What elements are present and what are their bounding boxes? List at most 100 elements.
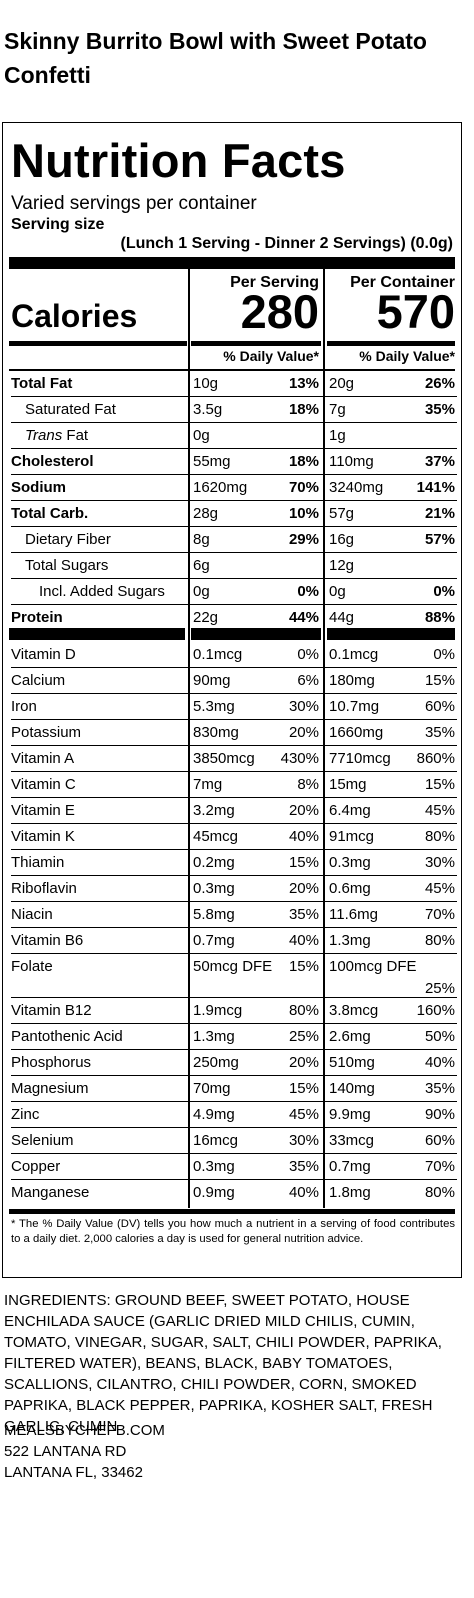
nutrient-name: Copper bbox=[11, 1158, 61, 1175]
serving-size-value: (Lunch 1 Serving - Dinner 2 Servings) (0… bbox=[120, 235, 453, 252]
serving-amount: 5.3mg bbox=[193, 698, 235, 715]
container-amount: 510mg bbox=[329, 1054, 375, 1071]
container-dv: 45% bbox=[424, 880, 455, 897]
nutrient-name: Thiamin bbox=[11, 854, 65, 871]
container-amount: 33mcg bbox=[329, 1132, 375, 1149]
serving-amount: 3850mcg bbox=[193, 750, 255, 767]
dv-header-per-container: % Daily Value* bbox=[359, 348, 455, 364]
serving-dv: 35% bbox=[288, 1158, 319, 1175]
serving-dv: 10% bbox=[288, 505, 319, 522]
serving-dv: 20% bbox=[288, 1054, 319, 1071]
row-divider bbox=[11, 1153, 457, 1154]
column-divider-right bbox=[323, 269, 325, 1208]
nutrient-name: Manganese bbox=[11, 1184, 90, 1201]
row-divider bbox=[11, 719, 457, 720]
container-amount: 1.8mg bbox=[329, 1184, 371, 1201]
nutrient-name: Calcium bbox=[11, 672, 66, 689]
calories-per-container: 570 bbox=[376, 285, 455, 338]
row-divider bbox=[11, 797, 457, 798]
serving-amount: 5.8mg bbox=[193, 906, 235, 923]
serving-amount: 70mg bbox=[193, 1080, 231, 1097]
nutrition-facts-heading: Nutrition Facts bbox=[11, 134, 346, 187]
container-dv: 35% bbox=[424, 1080, 455, 1097]
row-divider bbox=[11, 823, 457, 824]
serving-amount: 0.2mg bbox=[193, 854, 235, 871]
servings-per-container: Varied servings per container bbox=[11, 193, 257, 214]
serving-amount: 55mg bbox=[193, 453, 231, 470]
nutrient-name: Dietary Fiber bbox=[25, 531, 111, 548]
container-amount: 91mcg bbox=[329, 828, 375, 845]
serving-dv: 30% bbox=[288, 1132, 319, 1149]
nutrient-name: Vitamin A bbox=[11, 750, 75, 767]
container-dv: 0% bbox=[433, 646, 455, 663]
nutrient-name: Pantothenic Acid bbox=[11, 1028, 123, 1045]
serving-dv: 18% bbox=[288, 401, 319, 418]
container-dv: 860% bbox=[416, 750, 455, 767]
container-amount: 2.6mg bbox=[329, 1028, 371, 1045]
nutrient-name-rest: Fat bbox=[62, 427, 89, 444]
row-divider bbox=[11, 396, 457, 397]
serving-dv: 20% bbox=[288, 880, 319, 897]
container-amount: 0g bbox=[329, 583, 346, 600]
serving-amount: 0.7mg bbox=[193, 932, 235, 949]
container-dv: 50% bbox=[424, 1028, 455, 1045]
row-divider bbox=[11, 745, 457, 746]
serving-amount: 90mg bbox=[193, 672, 231, 689]
row-divider bbox=[11, 953, 457, 954]
serving-dv: 6% bbox=[297, 672, 319, 689]
row-divider bbox=[11, 901, 457, 902]
nutrient-name: Niacin bbox=[11, 906, 53, 923]
container-amount: 0.1mcg bbox=[329, 646, 379, 663]
row-divider bbox=[11, 1075, 457, 1076]
row-divider bbox=[11, 1179, 457, 1180]
container-amount: 15mg bbox=[329, 776, 367, 793]
serving-amount: 1.3mg bbox=[193, 1028, 235, 1045]
serving-amount: 28g bbox=[193, 505, 219, 522]
serving-dv: 0% bbox=[297, 646, 319, 663]
container-amount: 0.3mg bbox=[329, 854, 371, 871]
row-divider bbox=[11, 578, 457, 579]
protein-divider-right bbox=[327, 628, 455, 640]
website: MEALSBYCHEFB.COM bbox=[4, 1422, 165, 1439]
product-title: Skinny Burrito Bowl with Sweet Potato Co… bbox=[4, 28, 427, 88]
serving-amount: 0.3mg bbox=[193, 880, 235, 897]
serving-amount: 250mg bbox=[193, 1054, 239, 1071]
nutrient-name: Cholesterol bbox=[11, 453, 94, 470]
nutrient-name: Folate bbox=[11, 958, 53, 975]
serving-dv: 430% bbox=[280, 750, 319, 767]
nutrient-name: Total Carb. bbox=[11, 505, 89, 522]
serving-amount: 0g bbox=[193, 583, 210, 600]
nutrient-name: Zinc bbox=[11, 1106, 40, 1123]
row-divider bbox=[11, 448, 457, 449]
container-amount: 11.6mg bbox=[329, 906, 378, 923]
container-amount: 180mg bbox=[329, 672, 375, 689]
serving-dv: 80% bbox=[288, 1002, 319, 1019]
container-dv: 60% bbox=[424, 1132, 455, 1149]
serving-amount: 6g bbox=[193, 557, 210, 574]
container-dv: 60% bbox=[424, 698, 455, 715]
container-amount: 100mcg DFE bbox=[329, 958, 417, 975]
container-amount: 7g bbox=[329, 401, 346, 418]
container-amount: 140mg bbox=[329, 1080, 375, 1097]
container-dv: 15% bbox=[424, 776, 455, 793]
container-amount: 12g bbox=[329, 557, 355, 574]
calories-underline bbox=[9, 341, 187, 346]
nutrient-name: Potassium bbox=[11, 724, 82, 741]
row-divider bbox=[11, 1049, 457, 1050]
container-amount: 0.6mg bbox=[329, 880, 371, 897]
nutrient-name: Phosphorus bbox=[11, 1054, 92, 1071]
serving-amount: 8g bbox=[193, 531, 210, 548]
container-dv: 25% bbox=[424, 980, 455, 997]
serving-dv: 15% bbox=[288, 1080, 319, 1097]
container-dv: 70% bbox=[424, 906, 455, 923]
city-address: LANTANA FL, 33462 bbox=[4, 1464, 143, 1481]
container-dv: 15% bbox=[424, 672, 455, 689]
serving-amount: 1.9mcg bbox=[193, 1002, 243, 1019]
container-dv: 80% bbox=[424, 1184, 455, 1201]
serving-amount: 830mg bbox=[193, 724, 239, 741]
row-divider bbox=[11, 552, 457, 553]
footnote: * The % Daily Value (DV) tells you how m… bbox=[11, 1218, 455, 1245]
container-dv: 57% bbox=[424, 531, 455, 548]
serving-dv: 18% bbox=[288, 453, 319, 470]
medium-divider-left bbox=[191, 341, 321, 346]
